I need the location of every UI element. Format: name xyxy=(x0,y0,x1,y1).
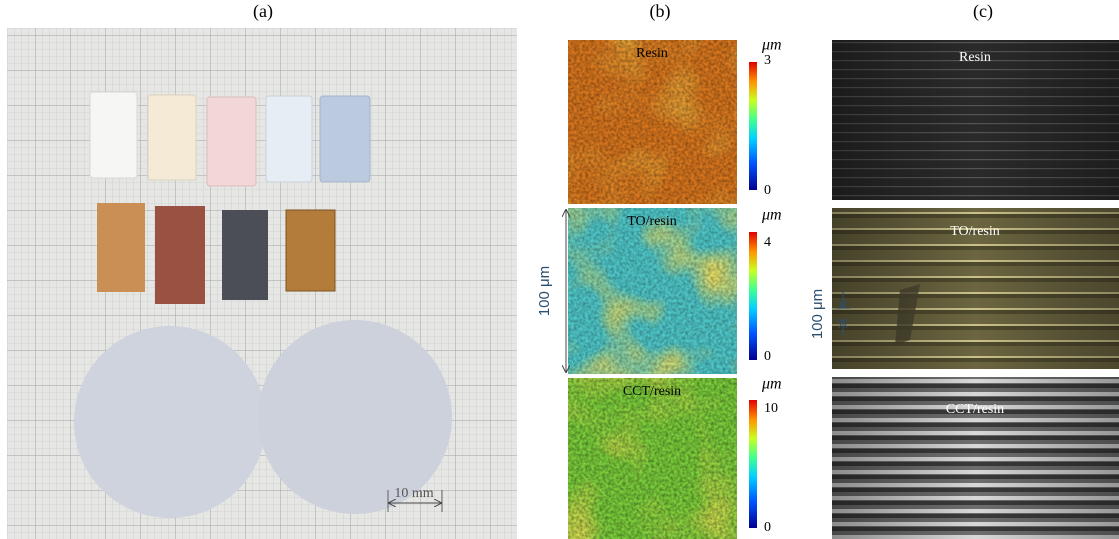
panel-label: (a) xyxy=(253,1,273,22)
colorbar-tick: 0 xyxy=(764,520,771,535)
height-map xyxy=(568,208,737,374)
colorbar-unit: μm xyxy=(761,37,782,54)
scale-label: 10 mm xyxy=(394,486,433,501)
colorbar-tick: 4 xyxy=(764,235,771,250)
scale-label: 100 μm xyxy=(809,289,826,339)
colorbar-tick: 0 xyxy=(764,183,771,198)
image-title: CCT/resin xyxy=(946,402,1004,417)
image-title: TO/resin xyxy=(627,214,677,229)
colorbar-tick: 3 xyxy=(764,53,771,68)
figure: (a) (b) (c) 10 mm Resin TO/r xyxy=(0,0,1119,539)
height-map xyxy=(568,40,737,204)
scale-label: 100 μm xyxy=(536,266,553,316)
image-title: CCT/resin xyxy=(623,384,681,399)
panel-label: (b) xyxy=(650,1,671,22)
photo xyxy=(7,28,517,539)
colorbar xyxy=(749,232,757,360)
image-title: Resin xyxy=(636,46,668,61)
image-title: TO/resin xyxy=(950,224,1000,239)
height-map xyxy=(568,378,737,539)
colorbar-unit: μm xyxy=(761,207,782,224)
colorbar-tick: 0 xyxy=(764,349,771,364)
colorbar-tick: 10 xyxy=(764,401,778,416)
colorbar-unit: μm xyxy=(761,376,782,393)
colorbar xyxy=(749,400,757,528)
colorbar xyxy=(749,62,757,190)
panel-label: (c) xyxy=(973,1,993,22)
image-title: Resin xyxy=(959,50,991,65)
